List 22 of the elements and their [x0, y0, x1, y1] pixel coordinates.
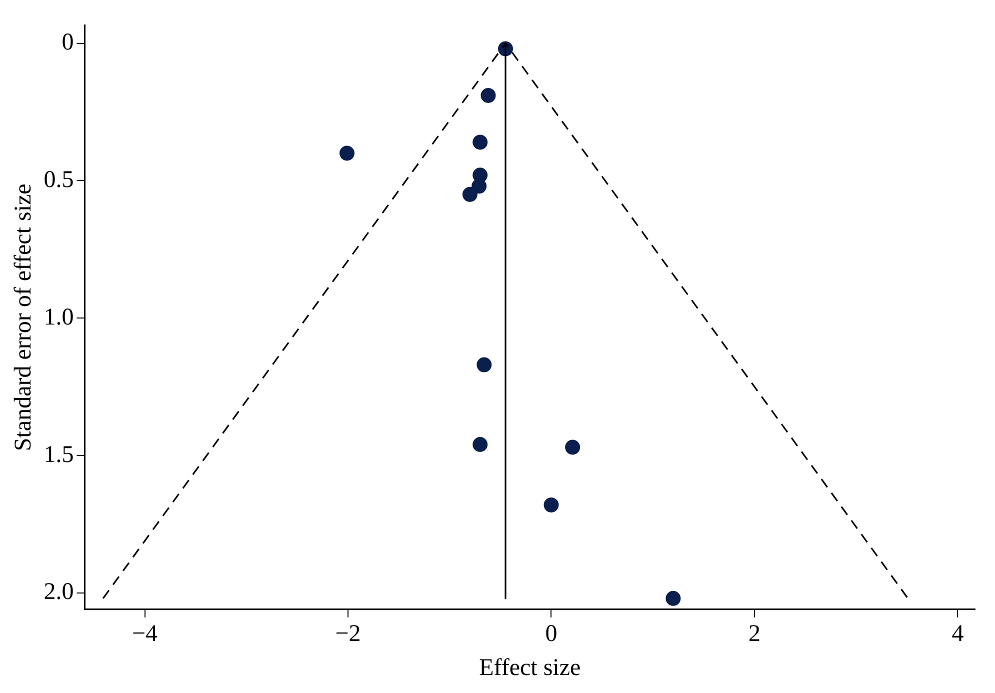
- x-axis-title: Effect size: [479, 654, 581, 681]
- x-tick-label: 0: [545, 621, 558, 648]
- y-axis-title: Standard error of effect size: [10, 184, 37, 452]
- y-tick-label: 1.5: [44, 442, 74, 468]
- point: [472, 178, 487, 194]
- x-tick-label: −4: [132, 621, 158, 648]
- point: [462, 186, 478, 202]
- point: [565, 440, 580, 455]
- point: [544, 497, 559, 512]
- point: [472, 134, 488, 150]
- point: [476, 357, 492, 372]
- point: [472, 437, 488, 452]
- point: [480, 88, 496, 103]
- x-tick-label: 2: [748, 621, 760, 648]
- y-tick-label: 0: [62, 30, 74, 56]
- y-tick-label: 1.0: [44, 304, 74, 330]
- y-tick-label: 0.5: [44, 166, 74, 193]
- y-tick-label: 2.0: [44, 579, 74, 606]
- x-tick-label: 4: [952, 621, 964, 648]
- point: [666, 590, 681, 606]
- point: [339, 146, 354, 161]
- x-tick-label: −2: [335, 621, 361, 648]
